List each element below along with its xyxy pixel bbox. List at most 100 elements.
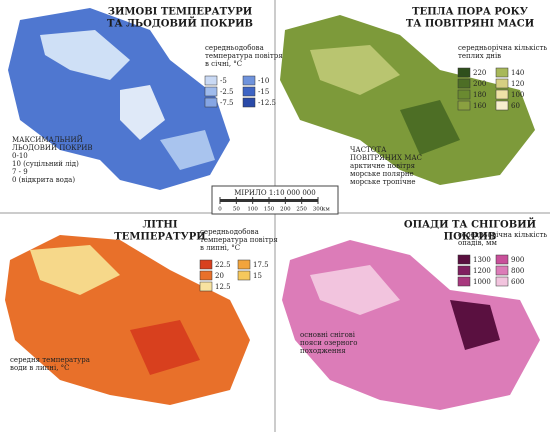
legend-label: 1000	[473, 278, 491, 286]
zone	[450, 300, 500, 350]
legend-label: 1300	[473, 256, 491, 264]
legend-title: температура повітря	[200, 236, 278, 244]
note: основні снігові	[300, 331, 356, 339]
legend-label: 900	[511, 256, 524, 264]
legend-swatch	[495, 276, 509, 287]
legend-label: -10	[258, 77, 269, 85]
legend-swatch	[237, 270, 251, 281]
panel-title: ПОКРИВ	[444, 232, 497, 243]
panel-title: ТЕПЛА ПОРА РОКУ	[412, 7, 528, 18]
scale-label: 200	[280, 207, 291, 213]
legend-label: 800	[511, 267, 524, 275]
panel-title: ТА ЛЬОДОВИЙ ПОКРИВ	[107, 17, 253, 30]
legend-label: 15	[253, 272, 262, 280]
legend-label: 12.5	[215, 283, 231, 291]
legend-label: 220	[473, 69, 486, 77]
legend-title: середньорічна кількість	[458, 231, 547, 239]
legend-swatch	[199, 281, 213, 292]
note: ПОВІТРЯНИХ МАС	[350, 154, 422, 162]
lake	[160, 130, 215, 170]
scale-title: МІРИЛО 1:10 000 000	[234, 189, 315, 197]
note: морське полярне	[350, 170, 414, 178]
legend-label: 100	[511, 91, 524, 99]
legend-label: 180	[473, 91, 486, 99]
note: 7 - 9	[12, 168, 28, 176]
legend-swatch	[457, 265, 471, 276]
legend-label: 60	[511, 102, 520, 110]
legend-label: 17.5	[253, 261, 269, 269]
legend-label: -5	[220, 77, 227, 85]
legend-swatch	[495, 89, 509, 100]
scale-label: 300	[313, 207, 324, 213]
scale-label: 0	[218, 207, 222, 213]
legend-label: -15	[258, 88, 269, 96]
legend-label: 20	[215, 272, 224, 280]
legend-title: середньодобова	[200, 228, 259, 236]
legend-label: 600	[511, 278, 524, 286]
panel-title: ЗИМОВІ ТЕМПЕРАТУРИ	[108, 7, 252, 18]
legend-swatch	[495, 265, 509, 276]
lake	[30, 245, 120, 295]
legend-label: 1200	[473, 267, 491, 275]
note: 0 (відкрита вода)	[12, 176, 75, 184]
panel-title: ТА ПОВІТРЯНІ МАСИ	[406, 19, 534, 30]
legend-swatch	[495, 67, 509, 78]
legend-title: середньодобова	[205, 44, 264, 52]
note: пояси озерного	[300, 339, 358, 347]
zone	[130, 320, 200, 375]
lake	[120, 85, 165, 140]
legend-swatch	[457, 254, 471, 265]
legend-swatch	[204, 75, 218, 86]
legend-swatch	[457, 78, 471, 89]
note: середня температура	[10, 356, 90, 364]
legend-swatch	[495, 254, 509, 265]
legend-swatch	[204, 97, 218, 108]
legend-title: температура повітря	[205, 52, 283, 60]
lake	[310, 265, 400, 315]
legend-swatch	[457, 89, 471, 100]
scale-label: 150	[264, 207, 275, 213]
lake	[310, 45, 400, 95]
zone	[400, 100, 460, 155]
legend-title: опадів, мм	[458, 239, 497, 247]
legend-label: 140	[511, 69, 524, 77]
legend-swatch	[237, 259, 251, 270]
note: арктичне повітря	[350, 162, 416, 170]
legend-label: -7.5	[220, 99, 234, 107]
scale-unit: км	[322, 207, 330, 213]
note: ЛЬОДОВИЙ ПОКРИВ	[12, 143, 93, 152]
legend-label: 160	[473, 102, 486, 110]
legend-label: 120	[511, 80, 524, 88]
legend-swatch	[199, 259, 213, 270]
panel-title: ТЕМПЕРАТУРИ	[114, 232, 205, 243]
legend-title: середньорічна кількість	[458, 44, 547, 52]
legend-label: -2.5	[220, 88, 234, 96]
legend-swatch	[457, 100, 471, 111]
note: МАКСИМАЛЬНИЙ	[12, 135, 83, 144]
legend-swatch	[204, 86, 218, 97]
legend-swatch	[495, 100, 509, 111]
note: походження	[300, 347, 346, 355]
lake	[40, 30, 130, 80]
note: води в липні, °С	[10, 364, 70, 372]
note: 10 (суцільний лід)	[12, 160, 79, 168]
scale-label: 50	[233, 207, 240, 213]
panel-title: ОПАДИ ТА СНІГОВИЙ	[404, 218, 536, 231]
note: морське тропічне	[350, 178, 416, 186]
legend-label: -12.5	[258, 99, 276, 107]
legend-swatch	[242, 75, 256, 86]
legend-swatch	[457, 67, 471, 78]
legend-swatch	[242, 97, 256, 108]
legend-label: 22.5	[215, 261, 231, 269]
legend-swatch	[199, 270, 213, 281]
legend-title: теплих днів	[458, 52, 501, 60]
note: 0-10	[12, 152, 28, 160]
legend-label: 200	[473, 80, 486, 88]
legend-swatch	[495, 78, 509, 89]
note: ЧАСТОТА	[350, 146, 387, 154]
scale-label: 100	[247, 207, 258, 213]
legend-title: в січні, °С	[205, 60, 242, 68]
panel-title: ЛІТНІ	[142, 220, 177, 231]
scale-label: 250	[296, 207, 307, 213]
